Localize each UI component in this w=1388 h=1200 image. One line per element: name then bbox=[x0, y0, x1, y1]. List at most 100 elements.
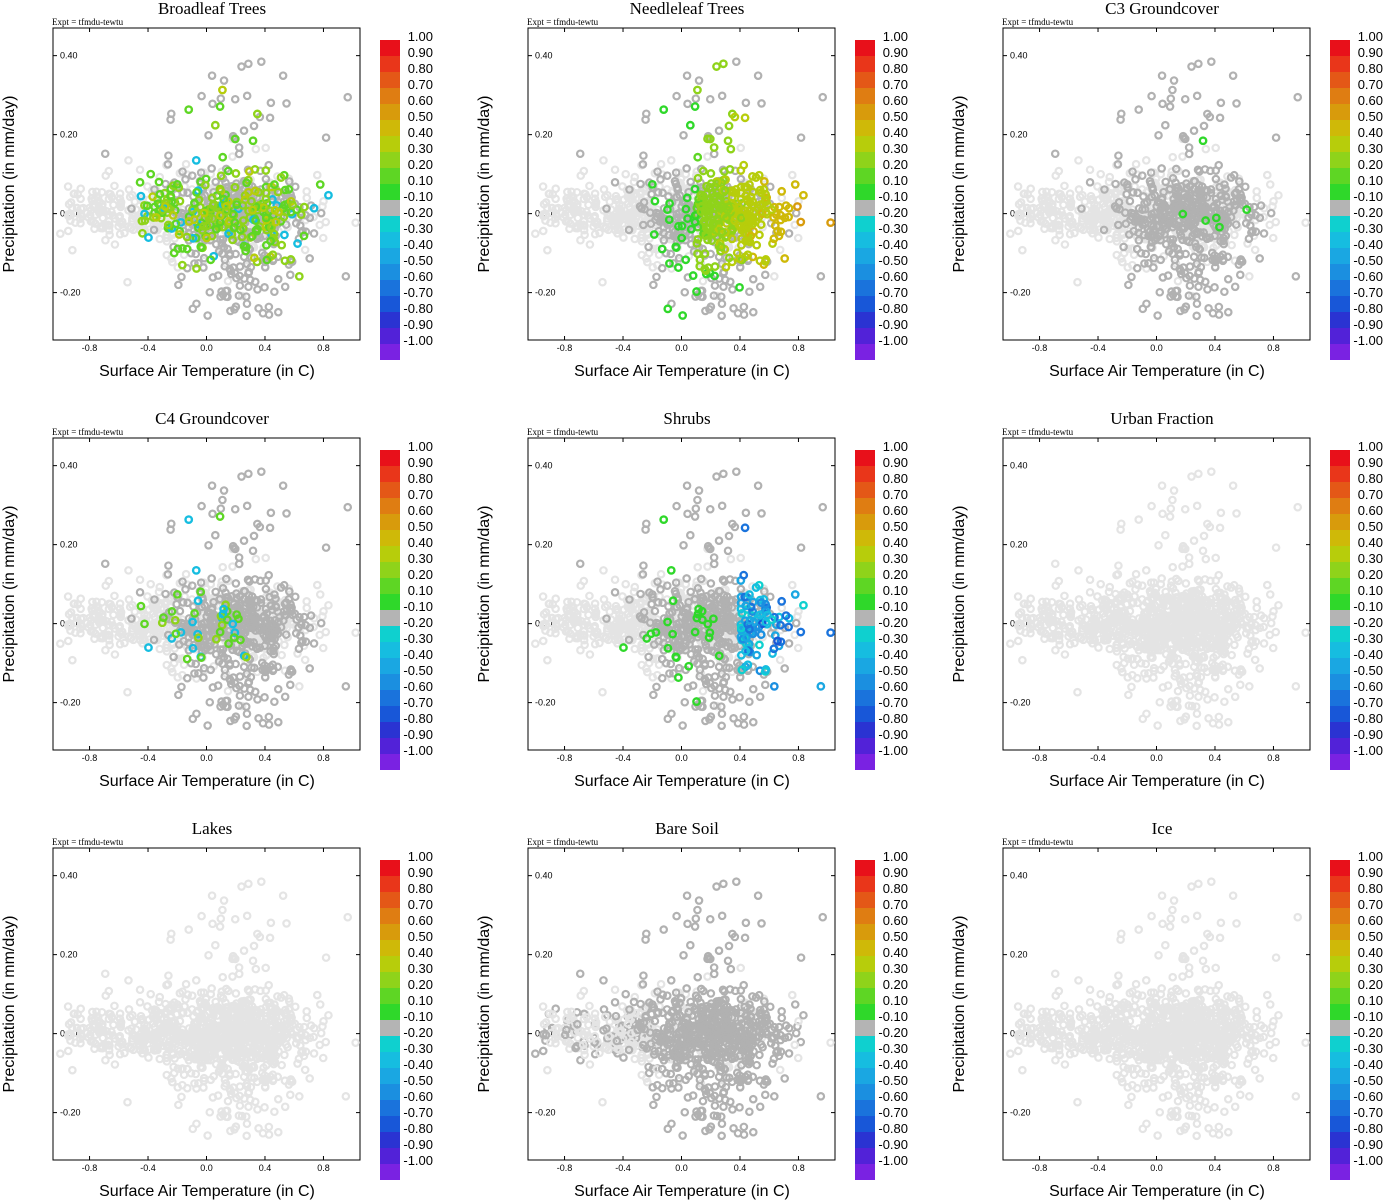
colorbar-swatch bbox=[855, 200, 875, 216]
colorbar-swatch bbox=[380, 482, 400, 498]
colorbar-swatch bbox=[380, 578, 400, 594]
colorbar-swatch bbox=[380, 498, 400, 514]
scatter-point bbox=[654, 209, 663, 219]
colorbar-label: 0.90 bbox=[408, 455, 433, 470]
scatter-point bbox=[729, 304, 738, 313]
colorbar: 1.000.900.800.700.600.500.400.300.200.10… bbox=[380, 439, 433, 770]
scatter-point bbox=[644, 242, 653, 252]
colorbar-label: -0.40 bbox=[403, 647, 433, 662]
scatter-point-colored bbox=[276, 173, 286, 182]
scatter-point bbox=[657, 263, 667, 273]
scatter-point bbox=[285, 177, 294, 186]
colorbar-swatch bbox=[380, 248, 400, 264]
scatter-point-colored bbox=[790, 180, 800, 189]
scatter-point bbox=[639, 197, 649, 207]
scatter-point-colored bbox=[221, 207, 231, 216]
scatter-point-colored bbox=[280, 200, 289, 210]
scatter-point bbox=[680, 287, 690, 297]
scatter-points bbox=[531, 57, 836, 321]
scatter-point-colored bbox=[247, 196, 256, 206]
colorbar-label: 0.30 bbox=[408, 141, 433, 156]
scatter-point-colored bbox=[163, 220, 173, 230]
scatter-point bbox=[604, 211, 614, 221]
colorbar-label: 1.00 bbox=[408, 29, 433, 44]
scatter-point-colored bbox=[206, 255, 216, 265]
scatter-point bbox=[541, 198, 551, 207]
colorbar-label: -0.30 bbox=[403, 631, 433, 646]
scatter-point bbox=[595, 228, 604, 238]
scatter-point bbox=[575, 149, 585, 159]
scatter-point bbox=[578, 220, 588, 230]
y-axis-label: Precipitation (in mm/day) bbox=[1, 96, 18, 273]
scatter-point bbox=[211, 239, 221, 249]
colorbar-label: 0.20 bbox=[408, 567, 433, 582]
scatter-point-colored bbox=[191, 155, 201, 165]
colorbar-swatch bbox=[380, 296, 400, 312]
scatter-point bbox=[343, 92, 353, 102]
colorbar-label: -0.40 bbox=[403, 237, 433, 252]
scatter-point-colored bbox=[184, 105, 194, 114]
scatter-point bbox=[538, 182, 548, 191]
colorbar-label: 0.70 bbox=[408, 77, 433, 92]
scatter-point bbox=[216, 94, 226, 103]
scatter-point bbox=[585, 181, 594, 191]
scatter-point-colored bbox=[171, 219, 181, 229]
colorbar-swatch bbox=[855, 296, 875, 312]
scatter-point bbox=[639, 220, 648, 230]
scatter-point bbox=[658, 188, 667, 198]
scatter-point-colored bbox=[137, 216, 147, 226]
y-tick-label: 0.40 bbox=[535, 461, 553, 471]
scatter-point bbox=[266, 98, 276, 108]
scatter-point bbox=[124, 156, 133, 165]
y-tick-label: 0.40 bbox=[60, 461, 78, 471]
colorbar-label: 0.90 bbox=[1358, 45, 1383, 60]
colorbar-swatch bbox=[380, 514, 400, 530]
colorbar-swatch bbox=[380, 674, 400, 690]
scatter-point bbox=[187, 171, 197, 180]
colorbar-label: 0.30 bbox=[883, 141, 908, 156]
scatter-point-colored bbox=[248, 205, 257, 215]
colorbar-swatch bbox=[1330, 184, 1350, 200]
scatter-point bbox=[351, 218, 360, 227]
scatter-point-colored bbox=[250, 186, 260, 196]
scatter-point-colored bbox=[261, 194, 271, 204]
colorbar-label: -0.30 bbox=[1353, 221, 1383, 236]
y-tick-label: 0.20 bbox=[535, 540, 553, 550]
scatter-point-colored bbox=[273, 187, 283, 197]
scatter-point-colored bbox=[270, 205, 280, 215]
scatter-point bbox=[305, 254, 314, 263]
scatter-point-colored bbox=[208, 214, 218, 223]
scatter-point bbox=[218, 249, 227, 258]
scatter-point bbox=[177, 272, 186, 282]
scatter-point-colored bbox=[768, 239, 777, 248]
x-tick-label: 0.4 bbox=[734, 753, 747, 763]
scatter-point-colored bbox=[315, 180, 325, 189]
colorbar-label: -1.00 bbox=[878, 333, 908, 348]
colorbar-label: -0.90 bbox=[403, 317, 433, 332]
scatter-point bbox=[242, 91, 252, 101]
scatter-point bbox=[211, 177, 220, 187]
scatter-point bbox=[71, 218, 80, 227]
scatter-point bbox=[560, 210, 570, 220]
colorbar-swatch bbox=[1330, 312, 1350, 328]
y-axis-label: Precipitation (in mm/day) bbox=[476, 506, 493, 683]
x-tick-label: 0.8 bbox=[792, 343, 805, 353]
colorbar-swatch bbox=[855, 216, 875, 232]
colorbar-swatch bbox=[855, 72, 875, 88]
colorbar-label: -0.40 bbox=[1353, 237, 1383, 252]
x-tick-label: 0.0 bbox=[675, 343, 688, 353]
scatter-point-colored bbox=[202, 233, 212, 243]
scatter-point bbox=[115, 189, 125, 198]
colorbar-label: -0.10 bbox=[1353, 189, 1383, 204]
scatter-point-colored bbox=[207, 193, 217, 203]
colorbar-swatch bbox=[1330, 40, 1350, 56]
scatter-point bbox=[599, 185, 609, 194]
colorbar: 1.000.900.800.700.600.500.400.300.200.10… bbox=[380, 29, 433, 360]
x-tick-label: -0.4 bbox=[615, 343, 631, 353]
colorbar-swatch bbox=[380, 328, 400, 344]
colorbar-swatch bbox=[380, 626, 400, 642]
scatter-point bbox=[63, 226, 73, 236]
scatter-point bbox=[226, 266, 235, 275]
scatter-point bbox=[163, 159, 173, 169]
scatter-point-colored bbox=[755, 230, 764, 240]
